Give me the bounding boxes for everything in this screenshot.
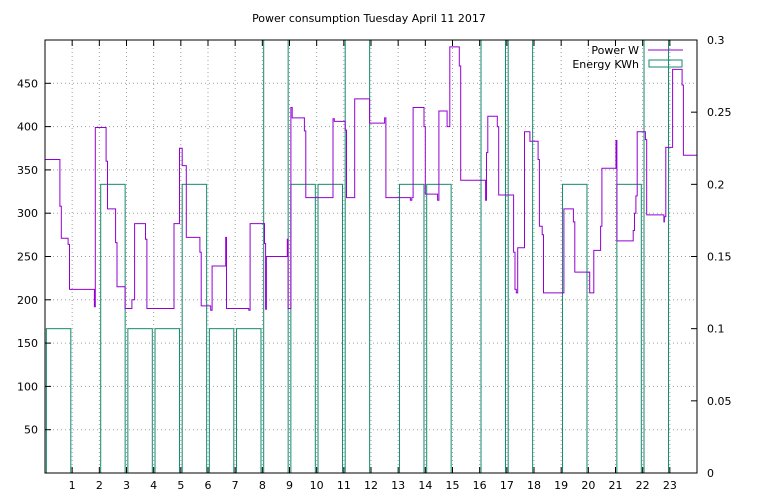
y-left-tick-label: 300 (17, 207, 38, 220)
y-left-tick-label: 400 (17, 121, 38, 134)
x-tick-label: 8 (259, 479, 266, 492)
x-tick-label: 16 (473, 479, 487, 492)
energy-bar (208, 328, 235, 474)
x-tick-label: 11 (337, 479, 351, 492)
y-right-tick-label: 0.3 (707, 34, 725, 47)
y-right-tick-label: 0.05 (707, 395, 732, 408)
y-left-tick-label: 250 (17, 251, 38, 264)
x-tick-label: 17 (500, 479, 514, 492)
x-tick-label: 9 (286, 479, 293, 492)
y-left-tick-label: 50 (24, 424, 38, 437)
x-tick-label: 15 (446, 479, 460, 492)
x-tick-label: 19 (554, 479, 568, 492)
y-right-tick-label: 0.25 (707, 106, 732, 119)
x-tick-label: 20 (581, 479, 595, 492)
y-right-tick-label: 0.2 (707, 178, 725, 191)
x-tick-label: 6 (205, 479, 212, 492)
y-left-tick-label: 450 (17, 77, 38, 90)
y-left-tick-label: 200 (17, 294, 38, 307)
power-series (45, 46, 697, 311)
x-tick-label: 23 (663, 479, 677, 492)
y-left-tick-label: 350 (17, 164, 38, 177)
x-tick-label: 4 (150, 479, 157, 492)
energy-bar (290, 183, 316, 474)
legend-label-power: Power W (591, 44, 639, 57)
x-tick-label: 14 (418, 479, 432, 492)
x-tick-label: 12 (364, 479, 378, 492)
y-right-tick-label: 0.1 (707, 323, 725, 336)
chart-title: Power consumption Tuesday April 11 2017 (252, 12, 486, 25)
y-right-tick-label: 0 (707, 467, 714, 480)
energy-bar (399, 183, 425, 474)
x-tick-label: 13 (391, 479, 405, 492)
x-tick-label: 10 (310, 479, 324, 492)
x-tick-label: 21 (609, 479, 623, 492)
x-tick-label: 2 (96, 479, 103, 492)
x-tick-label: 7 (232, 479, 239, 492)
y-right-tick-label: 0.15 (707, 251, 732, 264)
power-line (45, 46, 697, 311)
x-tick-label: 18 (527, 479, 541, 492)
energy-bar (127, 328, 153, 474)
energy-bar (426, 183, 452, 474)
energy-bar (154, 328, 180, 474)
x-tick-label: 1 (69, 479, 76, 492)
energy-bar (45, 328, 72, 474)
grid-lines (45, 40, 697, 473)
x-tick-label: 22 (636, 479, 650, 492)
legend-swatch-energy (648, 59, 683, 68)
legend: Power W Energy KWh (572, 44, 683, 71)
x-tick-label: 5 (177, 479, 184, 492)
y-left-tick-label: 150 (17, 337, 38, 350)
x-tick-label: 3 (123, 479, 130, 492)
energy-bar (507, 39, 534, 474)
axes: 1 2 3 4 5 6 7 8 9 10 11 12 13 14 15 16 17 18 19 20 21 22 23501… (17, 34, 732, 492)
energy-bar (643, 39, 669, 474)
energy-bar (236, 328, 262, 474)
y-left-tick-label: 100 (17, 380, 38, 393)
legend-label-energy: Energy KWh (572, 58, 639, 71)
